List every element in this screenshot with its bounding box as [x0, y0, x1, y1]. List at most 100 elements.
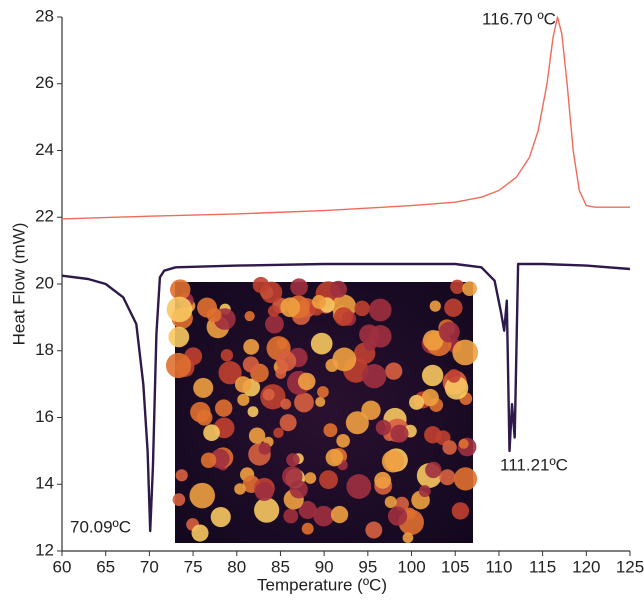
particle — [387, 506, 408, 526]
particle — [273, 427, 284, 439]
particle — [298, 501, 317, 520]
particle — [280, 297, 301, 318]
x-tick-label: 95 — [358, 557, 377, 576]
particle — [166, 296, 193, 323]
particle — [374, 471, 392, 489]
y-tick-label: 28 — [35, 6, 54, 25]
x-tick-label: 85 — [271, 557, 290, 576]
x-tick-label: 100 — [397, 557, 425, 576]
particle — [345, 411, 369, 435]
particle — [421, 388, 439, 407]
particle — [319, 470, 338, 490]
particle — [234, 483, 246, 495]
x-tick-label: 65 — [96, 557, 115, 576]
particle — [276, 351, 297, 372]
x-tick-label: 80 — [227, 557, 246, 576]
particle — [462, 281, 477, 296]
y-tick-label: 12 — [35, 540, 54, 559]
particle — [301, 522, 314, 535]
particle — [172, 493, 186, 506]
particle — [193, 377, 214, 398]
particle — [313, 505, 334, 527]
y-axis-label: Heat Flow (mW) — [9, 223, 28, 346]
particle — [458, 438, 469, 449]
particle — [453, 467, 478, 491]
particle — [450, 279, 465, 294]
particle — [418, 485, 431, 498]
particle — [359, 324, 380, 345]
particle — [439, 469, 456, 486]
y-tick-label: 16 — [35, 407, 54, 426]
particle — [280, 398, 292, 410]
y-tick-label: 18 — [35, 340, 54, 359]
particle — [330, 505, 349, 524]
particle — [304, 472, 317, 484]
particle — [334, 307, 354, 327]
particle — [385, 362, 403, 380]
particle — [242, 356, 260, 373]
x-tick-label: 105 — [441, 557, 469, 576]
particle — [196, 409, 213, 426]
x-tick-label: 110 — [485, 557, 512, 576]
particle — [206, 307, 222, 323]
particle — [332, 347, 357, 372]
particle — [444, 298, 463, 318]
x-tick-label: 70 — [140, 557, 159, 576]
particle — [243, 338, 260, 355]
particle — [170, 279, 191, 300]
y-tick-label: 22 — [35, 207, 54, 226]
particle — [451, 502, 470, 520]
particle — [375, 419, 392, 436]
particle — [346, 474, 372, 499]
particle — [267, 305, 280, 317]
x-tick-label: 60 — [53, 557, 72, 576]
particle — [402, 532, 414, 544]
particle — [203, 424, 220, 442]
particle — [317, 386, 329, 398]
particle — [336, 433, 350, 448]
particle — [191, 524, 209, 542]
particle — [218, 361, 242, 385]
particle — [220, 349, 234, 362]
particle — [189, 482, 216, 509]
particle — [260, 281, 283, 304]
particle — [258, 442, 271, 455]
x-tick-label: 125 — [616, 557, 644, 576]
particle — [248, 427, 266, 444]
particle — [354, 300, 370, 317]
particle — [438, 321, 460, 343]
annotation: 111.21ºC — [500, 455, 568, 474]
particle — [294, 392, 314, 413]
x-tick-label: 75 — [184, 557, 203, 576]
micrograph-inset — [165, 276, 479, 544]
particle — [165, 352, 192, 379]
particle — [381, 450, 405, 473]
particle — [200, 452, 217, 468]
particle — [210, 506, 231, 528]
particle — [425, 461, 442, 479]
y-tick-label: 14 — [35, 474, 54, 493]
x-tick-label: 115 — [529, 557, 556, 576]
particle — [452, 339, 479, 366]
particle — [429, 300, 441, 312]
annotation: 116.70 ºC — [482, 9, 556, 28]
particle — [283, 508, 299, 524]
particle — [323, 423, 338, 438]
particle — [254, 497, 280, 523]
annotation: 70.09ºC — [70, 517, 131, 536]
particle — [384, 496, 397, 509]
particle — [329, 280, 347, 298]
y-tick-label: 26 — [35, 73, 54, 92]
x-tick-label: 90 — [315, 557, 334, 576]
particle — [362, 363, 387, 389]
particle — [442, 440, 457, 455]
particle — [234, 376, 252, 393]
particle — [390, 424, 409, 443]
particle — [290, 278, 308, 296]
particle — [444, 376, 469, 400]
y-tick-label: 24 — [35, 140, 54, 159]
data-line — [61, 16, 630, 220]
particle — [447, 369, 461, 383]
particle — [365, 521, 383, 539]
particle — [310, 332, 333, 355]
